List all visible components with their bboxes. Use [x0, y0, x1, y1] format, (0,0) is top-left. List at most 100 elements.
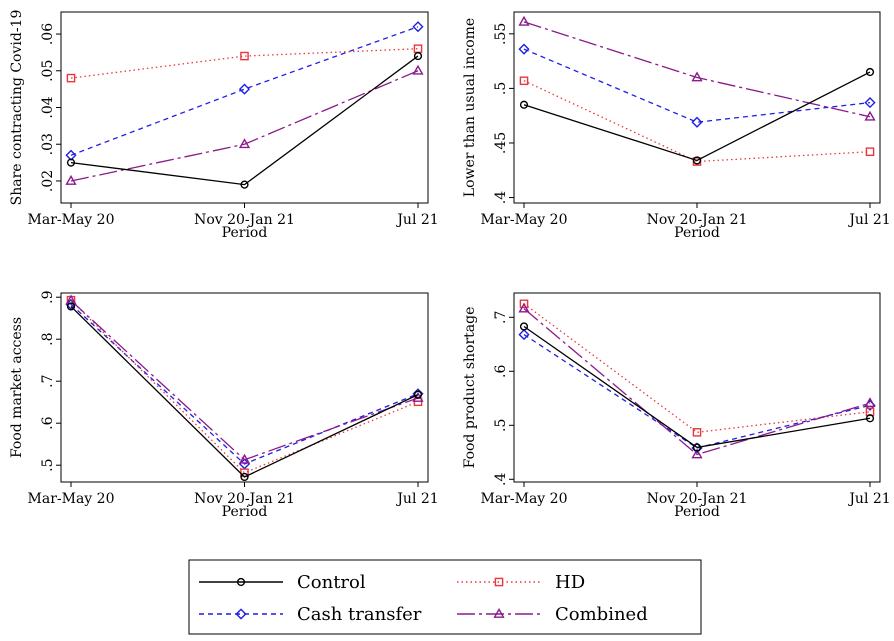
data-point-control [240, 180, 249, 189]
data-point-cash-transfer [518, 328, 530, 341]
y-tick-label: .06 [40, 23, 56, 45]
y-tick-label: .7 [493, 311, 509, 324]
data-point-hd [519, 299, 529, 309]
series-line-hd [70, 299, 419, 474]
y-tick-label: .05 [40, 60, 56, 82]
y-tick-label: .5 [493, 82, 509, 95]
data-point-control [692, 156, 702, 165]
legend: Control HD Cash transfer Combined [188, 559, 702, 635]
series-line-combined [70, 70, 419, 182]
series-line-cash-transfer [70, 26, 419, 156]
data-point-control [66, 302, 76, 311]
y-tick-label: .55 [493, 23, 509, 45]
data-point-control [66, 158, 76, 167]
y-tick-label: .02 [40, 170, 56, 192]
series-line-cash-transfer [523, 48, 871, 123]
plot-frame [60, 292, 429, 483]
data-point-cash-transfer [691, 116, 703, 128]
y-axis-title: Food market access [9, 317, 25, 458]
data-point-combined [691, 71, 703, 82]
x-tick-label: Jul 21 [395, 491, 438, 507]
data-point-combined [65, 294, 77, 305]
series-line-combined [523, 21, 871, 118]
data-point-cash-transfer [518, 43, 530, 55]
data-point-combined [864, 110, 876, 121]
y-tick-label: .5 [493, 419, 509, 432]
legend-marker-hd [494, 577, 504, 587]
data-point-hd [413, 44, 423, 54]
data-point-cash-transfer [864, 96, 876, 109]
legend-marker-combined [493, 607, 505, 618]
legend-label-cash-transfer: Cash transfer [297, 604, 422, 625]
y-axis-title: Lower than usual income [462, 18, 478, 197]
series-line-cash-transfer [523, 334, 871, 449]
x-axis-title: Period [674, 225, 720, 241]
x-axis-title: Period [674, 504, 720, 520]
data-point-hd [865, 147, 875, 157]
y-tick-label: .4 [493, 473, 509, 486]
data-point-combined [518, 302, 530, 313]
x-tick-label: Jul 21 [847, 212, 890, 228]
series-line-combined [70, 300, 419, 461]
data-point-control [519, 322, 529, 331]
legend-box [188, 559, 702, 635]
y-tick-label: .4 [493, 191, 509, 204]
legend-marker-control [236, 577, 246, 587]
legend-label-combined: Combined [555, 604, 648, 625]
data-point-cash-transfer [238, 83, 251, 95]
data-point-control [240, 472, 249, 482]
x-tick-label: Nov 20-Jan 21 [194, 491, 295, 507]
series-line-combined [523, 308, 871, 456]
y-tick-label: .6 [40, 416, 56, 429]
data-point-combined [238, 453, 251, 464]
y-tick-label: .04 [40, 96, 56, 118]
data-point-hd [240, 51, 249, 61]
series-line-cash-transfer [70, 303, 419, 465]
series-line-hd [523, 303, 871, 433]
y-tick-label: .7 [40, 375, 56, 388]
y-axis-title: Food product shortage [462, 307, 478, 469]
y-tick-label: .5 [40, 459, 56, 472]
x-tick-label: Mar-May 20 [28, 491, 115, 507]
legend-marker-cash-transfer [235, 608, 247, 620]
y-tick-label: .03 [40, 133, 56, 155]
data-point-control [413, 51, 423, 61]
x-tick-label: Jul 21 [395, 212, 438, 228]
x-tick-label: Jul 21 [847, 491, 890, 507]
chart-panel-4: .4 .5 .6 .7 Mar-May 20 Nov 20-Jan 21 Jul 21 Per… [462, 292, 891, 520]
data-point-control [413, 390, 423, 399]
data-point-hd [66, 73, 76, 83]
data-point-combined [238, 138, 251, 149]
data-point-combined [864, 397, 876, 408]
x-tick-label: Nov 20-Jan 21 [647, 491, 748, 507]
data-point-combined [65, 174, 77, 185]
data-point-combined [518, 15, 530, 26]
chart-panel-3: .5 .6 .7 .8 .9 Mar-May 20 Nov 20-Jan 21 Jul 21 P… [9, 291, 439, 520]
series-line-control [70, 305, 419, 478]
x-tick-label: Nov 20-Jan 21 [194, 212, 295, 228]
data-point-control [519, 100, 529, 109]
legend-label-hd: HD [555, 572, 585, 593]
y-tick-label: .6 [493, 365, 509, 378]
x-tick-label: Mar-May 20 [481, 212, 568, 228]
data-point-control [692, 443, 702, 452]
data-point-control [865, 67, 875, 77]
legend-label-control: Control [297, 572, 366, 593]
data-point-hd [692, 428, 702, 437]
chart-panel-2: .4 .45 .5 .55 Mar-May 20 Nov 20-Jan 21 Jul 21 P… [462, 11, 891, 241]
data-point-combined [412, 64, 424, 75]
y-axis-title: Share contracting Covid-19 [9, 10, 25, 206]
series-line-control [523, 71, 871, 162]
x-tick-label: Mar-May 20 [28, 212, 115, 228]
data-point-cash-transfer [412, 21, 424, 33]
series-line-control [523, 325, 871, 449]
x-tick-label: Nov 20-Jan 21 [647, 212, 748, 228]
data-point-control [865, 414, 875, 423]
y-tick-label: .8 [40, 333, 56, 346]
y-tick-label: .45 [493, 132, 509, 154]
chart-panel-1: .02 .03 .04 .05 .06 Mar-May 20 Nov 20-Jan 21 Ju… [9, 10, 439, 241]
x-axis-title: Period [222, 225, 268, 241]
y-tick-label: .9 [40, 291, 56, 304]
